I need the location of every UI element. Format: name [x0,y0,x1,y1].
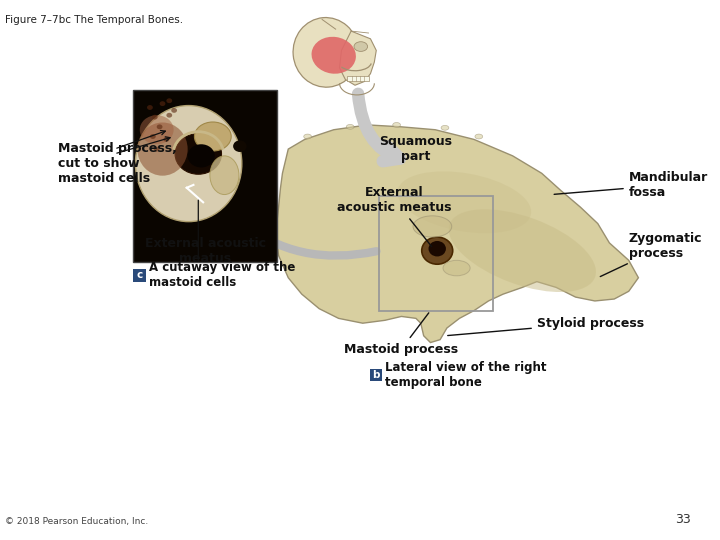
Ellipse shape [175,133,222,174]
PathPatch shape [340,31,377,85]
Ellipse shape [160,101,166,106]
Text: Lateral view of the right
temporal bone: Lateral view of the right temporal bone [385,361,546,389]
Ellipse shape [354,42,368,51]
Ellipse shape [397,171,531,233]
Text: © 2018 Pearson Education, Inc.: © 2018 Pearson Education, Inc. [5,517,148,526]
Ellipse shape [441,125,449,130]
Ellipse shape [346,124,354,129]
Ellipse shape [188,144,215,167]
Ellipse shape [154,147,160,152]
Text: External
acoustic meatus: External acoustic meatus [338,186,452,247]
Ellipse shape [163,137,169,142]
Text: A cutaway view of the
mastoid cells: A cutaway view of the mastoid cells [149,261,295,289]
Text: c: c [137,271,143,280]
Ellipse shape [157,124,163,129]
Ellipse shape [150,134,156,139]
Ellipse shape [293,18,359,87]
Ellipse shape [166,98,172,103]
Text: Mastoid process: Mastoid process [344,313,459,355]
Text: 33: 33 [675,514,690,526]
Ellipse shape [443,260,470,276]
Text: Squamous
part: Squamous part [379,135,452,163]
FancyBboxPatch shape [133,269,146,281]
Text: Zygomatic
process: Zygomatic process [600,232,702,276]
Ellipse shape [138,123,188,176]
Ellipse shape [166,113,172,118]
Ellipse shape [233,140,247,152]
Text: External acoustic
meatus: External acoustic meatus [145,237,266,265]
Text: Figure 7–7bc The Temporal Bones.: Figure 7–7bc The Temporal Bones. [5,15,183,25]
Ellipse shape [413,216,451,237]
Bar [133,90,276,262]
Ellipse shape [171,108,177,113]
Ellipse shape [422,237,453,264]
Text: b: b [372,370,379,380]
Text: Styloid process: Styloid process [448,316,644,335]
Text: Mastoid process,
cut to show
mastoid cells: Mastoid process, cut to show mastoid cel… [58,142,177,185]
Ellipse shape [140,115,174,144]
Ellipse shape [475,134,482,139]
Ellipse shape [135,105,242,221]
Ellipse shape [147,105,153,110]
Ellipse shape [428,241,446,256]
Text: Mandibular
fossa: Mandibular fossa [554,171,708,199]
FancyBboxPatch shape [369,369,382,381]
Ellipse shape [194,122,231,151]
Ellipse shape [449,210,596,292]
Ellipse shape [210,156,239,194]
FancyBboxPatch shape [347,76,369,82]
Bar [379,197,493,310]
Ellipse shape [392,123,400,127]
Ellipse shape [312,37,356,74]
Ellipse shape [304,134,312,139]
PathPatch shape [276,125,639,342]
Ellipse shape [152,114,158,119]
